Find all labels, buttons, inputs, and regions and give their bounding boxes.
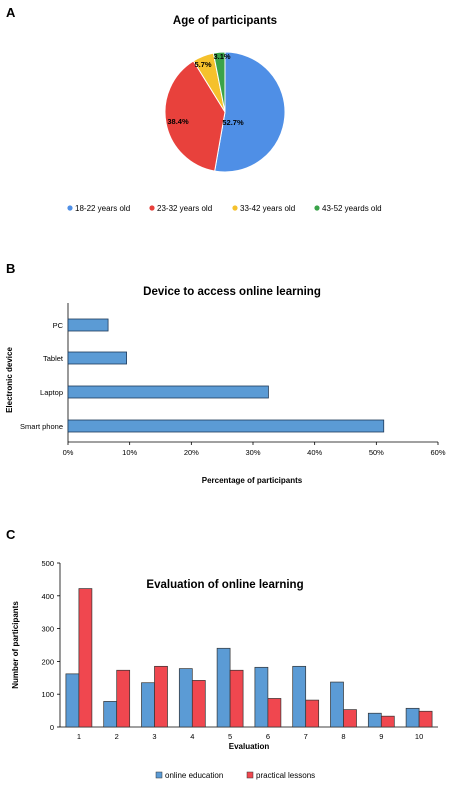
panel-letter-a: A bbox=[6, 5, 16, 20]
legend-marker-1 bbox=[67, 205, 73, 211]
evaluation-x-tick-label-4: 4 bbox=[190, 732, 194, 741]
legend-marker-4 bbox=[314, 205, 320, 211]
pie-labels: 52.7% 38.4% 5.7%3.1% bbox=[167, 52, 244, 127]
evaluation-bar-online-8 bbox=[330, 681, 344, 728]
device-chart-title: Device to access online learning bbox=[143, 286, 321, 298]
device-category-label-1: PC bbox=[53, 321, 64, 330]
evaluation-bar-practical-5 bbox=[229, 669, 244, 728]
evaluation-y-tick-label-4: 300 bbox=[41, 625, 54, 634]
device-bars bbox=[67, 318, 385, 433]
device-category-labels: PC Tablet Laptop Smart phone bbox=[20, 321, 64, 431]
device-bar-4 bbox=[67, 419, 385, 433]
pie-slice-1 bbox=[214, 51, 286, 173]
legend-marker-2 bbox=[149, 205, 155, 211]
evaluation-bar-online-4 bbox=[178, 668, 193, 728]
evaluation-y-tick-label-6: 500 bbox=[41, 559, 54, 568]
evaluation-bars bbox=[65, 588, 433, 728]
device-x-tick-label-2: 10% bbox=[122, 448, 137, 457]
device-bar-3 bbox=[67, 385, 269, 399]
evaluation-bar-practical-6 bbox=[267, 698, 282, 728]
evaluation-bar-practical-10 bbox=[418, 710, 433, 728]
panel-letter-b: B bbox=[6, 261, 15, 276]
evaluation-x-axis-title: Evaluation bbox=[229, 742, 270, 751]
evaluation-bar-practical-9 bbox=[380, 715, 395, 728]
device-bar-1 bbox=[67, 318, 109, 332]
evaluation-legend-marker-2 bbox=[246, 771, 254, 779]
device-category-label-4: Smart phone bbox=[20, 422, 63, 431]
evaluation-bar-practical-8 bbox=[343, 709, 357, 728]
evaluation-y-tick-label-2: 100 bbox=[41, 690, 54, 699]
evaluation-x-tick-label-5: 5 bbox=[228, 732, 232, 741]
device-x-tick-label-5: 40% bbox=[307, 448, 322, 457]
evaluation-bar-online-7 bbox=[292, 665, 307, 728]
device-y-axis-title: Electronic device bbox=[5, 347, 14, 413]
evaluation-bar-online-9 bbox=[367, 712, 382, 728]
evaluation-x-tick-label-2: 2 bbox=[115, 732, 119, 741]
legend-label-1: 18-22 years old bbox=[75, 204, 130, 213]
device-category-label-3: Laptop bbox=[40, 388, 63, 397]
device-x-axis-title: Percentage of participants bbox=[202, 476, 303, 485]
evaluation-x-tick-label-7: 7 bbox=[304, 732, 308, 741]
device-x-tick-label-4: 30% bbox=[245, 448, 260, 457]
evaluation-x-tick-label-8: 8 bbox=[341, 732, 345, 741]
evaluation-legend-marker-1 bbox=[155, 771, 163, 779]
panel-letter-c: C bbox=[6, 527, 16, 542]
evaluation-legend-label-2: practical lessons bbox=[256, 771, 315, 780]
evaluation-x-tick-label-1: 1 bbox=[77, 732, 81, 741]
pie-data-label-2: 38.4% bbox=[167, 117, 189, 126]
evaluation-legend: online education practical lessons bbox=[155, 771, 315, 780]
evaluation-bar-online-10 bbox=[405, 707, 420, 728]
evaluation-x-tick-label-3: 3 bbox=[152, 732, 156, 741]
evaluation-bar-practical-1 bbox=[78, 588, 93, 728]
pie-data-label-4: 3.1% bbox=[213, 52, 230, 61]
evaluation-bar-online-6 bbox=[254, 666, 269, 728]
evaluation-y-tick-label-5: 400 bbox=[41, 592, 54, 601]
evaluation-bar-practical-2 bbox=[116, 669, 131, 728]
device-bar-2 bbox=[67, 351, 127, 365]
evaluation-y-tick-label-3: 200 bbox=[41, 657, 54, 666]
evaluation-bar-online-3 bbox=[141, 682, 155, 728]
device-x-tick-label-3: 20% bbox=[184, 448, 199, 457]
evaluation-bar-practical-3 bbox=[154, 665, 168, 728]
device-x-tick-label-7: 60% bbox=[430, 448, 445, 457]
device-x-tick-label-6: 50% bbox=[369, 448, 384, 457]
legend-marker-3 bbox=[232, 205, 238, 211]
evaluation-tick-labels: 0 100 200 300 400 500 1 2 3 4 5 6 7 8 9 10 bbox=[41, 559, 423, 741]
pie-slice-4 bbox=[212, 51, 226, 113]
evaluation-x-tick-label-9: 9 bbox=[379, 732, 383, 741]
device-category-label-2: Tablet bbox=[43, 354, 64, 363]
evaluation-bar-online-5 bbox=[216, 647, 231, 728]
pie-data-label-1: 52.7% bbox=[222, 118, 244, 127]
evaluation-bar-online-1 bbox=[65, 673, 80, 728]
evaluation-chart-title: Evaluation of online learning bbox=[146, 579, 303, 591]
device-x-tick-label-1: 0% bbox=[63, 448, 74, 457]
evaluation-y-tick-label-1: 0 bbox=[50, 723, 54, 732]
legend-label-2: 23-32 years old bbox=[157, 204, 212, 213]
pie-chart-title: Age of participants bbox=[173, 15, 277, 27]
evaluation-bar-practical-7 bbox=[305, 699, 320, 728]
device-tick-labels: 0% 10% 20% 30% 40% 50% 60% bbox=[63, 448, 446, 457]
evaluation-x-tick-label-6: 6 bbox=[266, 732, 270, 741]
evaluation-bar-online-2 bbox=[103, 701, 118, 728]
legend-label-4: 43-52 yeards old bbox=[322, 204, 382, 213]
pie-data-label-3: 5.7% bbox=[194, 60, 211, 69]
evaluation-bar-practical-4 bbox=[191, 680, 206, 728]
pie-slices bbox=[164, 51, 286, 173]
evaluation-y-axis-title: Number of participants bbox=[11, 601, 20, 689]
legend-label-3: 33-42 years old bbox=[240, 204, 295, 213]
pie-legend: 18-22 years old 23-32 years old 33-42 year… bbox=[67, 204, 382, 213]
evaluation-x-tick-label-10: 10 bbox=[415, 732, 423, 741]
evaluation-legend-label-1: online education bbox=[165, 771, 223, 780]
